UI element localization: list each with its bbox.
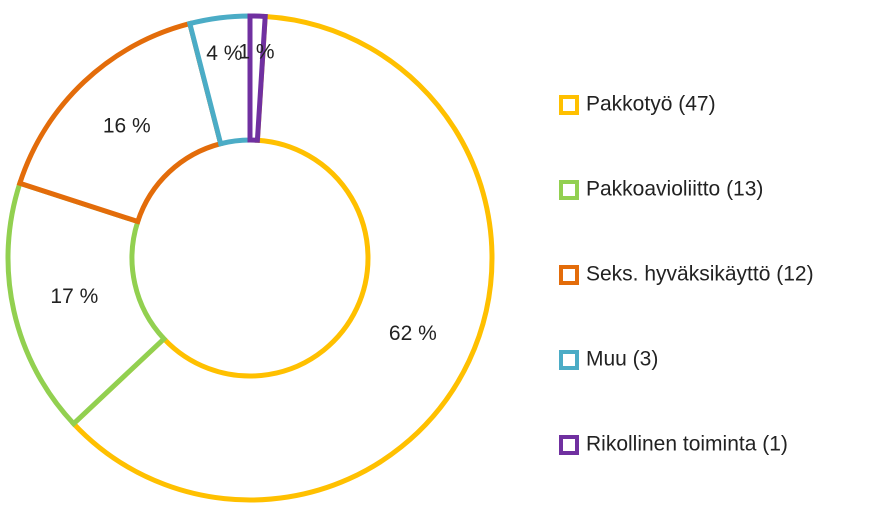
legend-swatch — [559, 435, 579, 455]
legend-label: Muu (3) — [586, 348, 658, 371]
donut-segment — [70, 13, 495, 503]
data-label: 1 % — [238, 41, 274, 64]
legend-swatch — [559, 180, 579, 200]
donut-segment — [247, 13, 268, 143]
legend-swatch — [559, 265, 579, 285]
data-label: 4 % — [206, 42, 242, 65]
donut-segment — [5, 180, 168, 428]
donut-segment — [16, 20, 224, 225]
legend-swatch — [559, 95, 579, 115]
legend-label: Rikollinen toiminta (1) — [586, 433, 788, 456]
legend-label: Pakkoavioliitto (13) — [586, 178, 763, 201]
data-label: 16 % — [103, 114, 151, 137]
legend-label: Pakkotyö (47) — [586, 93, 716, 116]
legend-swatch — [559, 350, 579, 370]
data-label: 62 % — [389, 322, 437, 345]
legend-label: Seks. hyväksikäyttö (12) — [586, 263, 814, 286]
data-label: 17 % — [50, 285, 98, 308]
